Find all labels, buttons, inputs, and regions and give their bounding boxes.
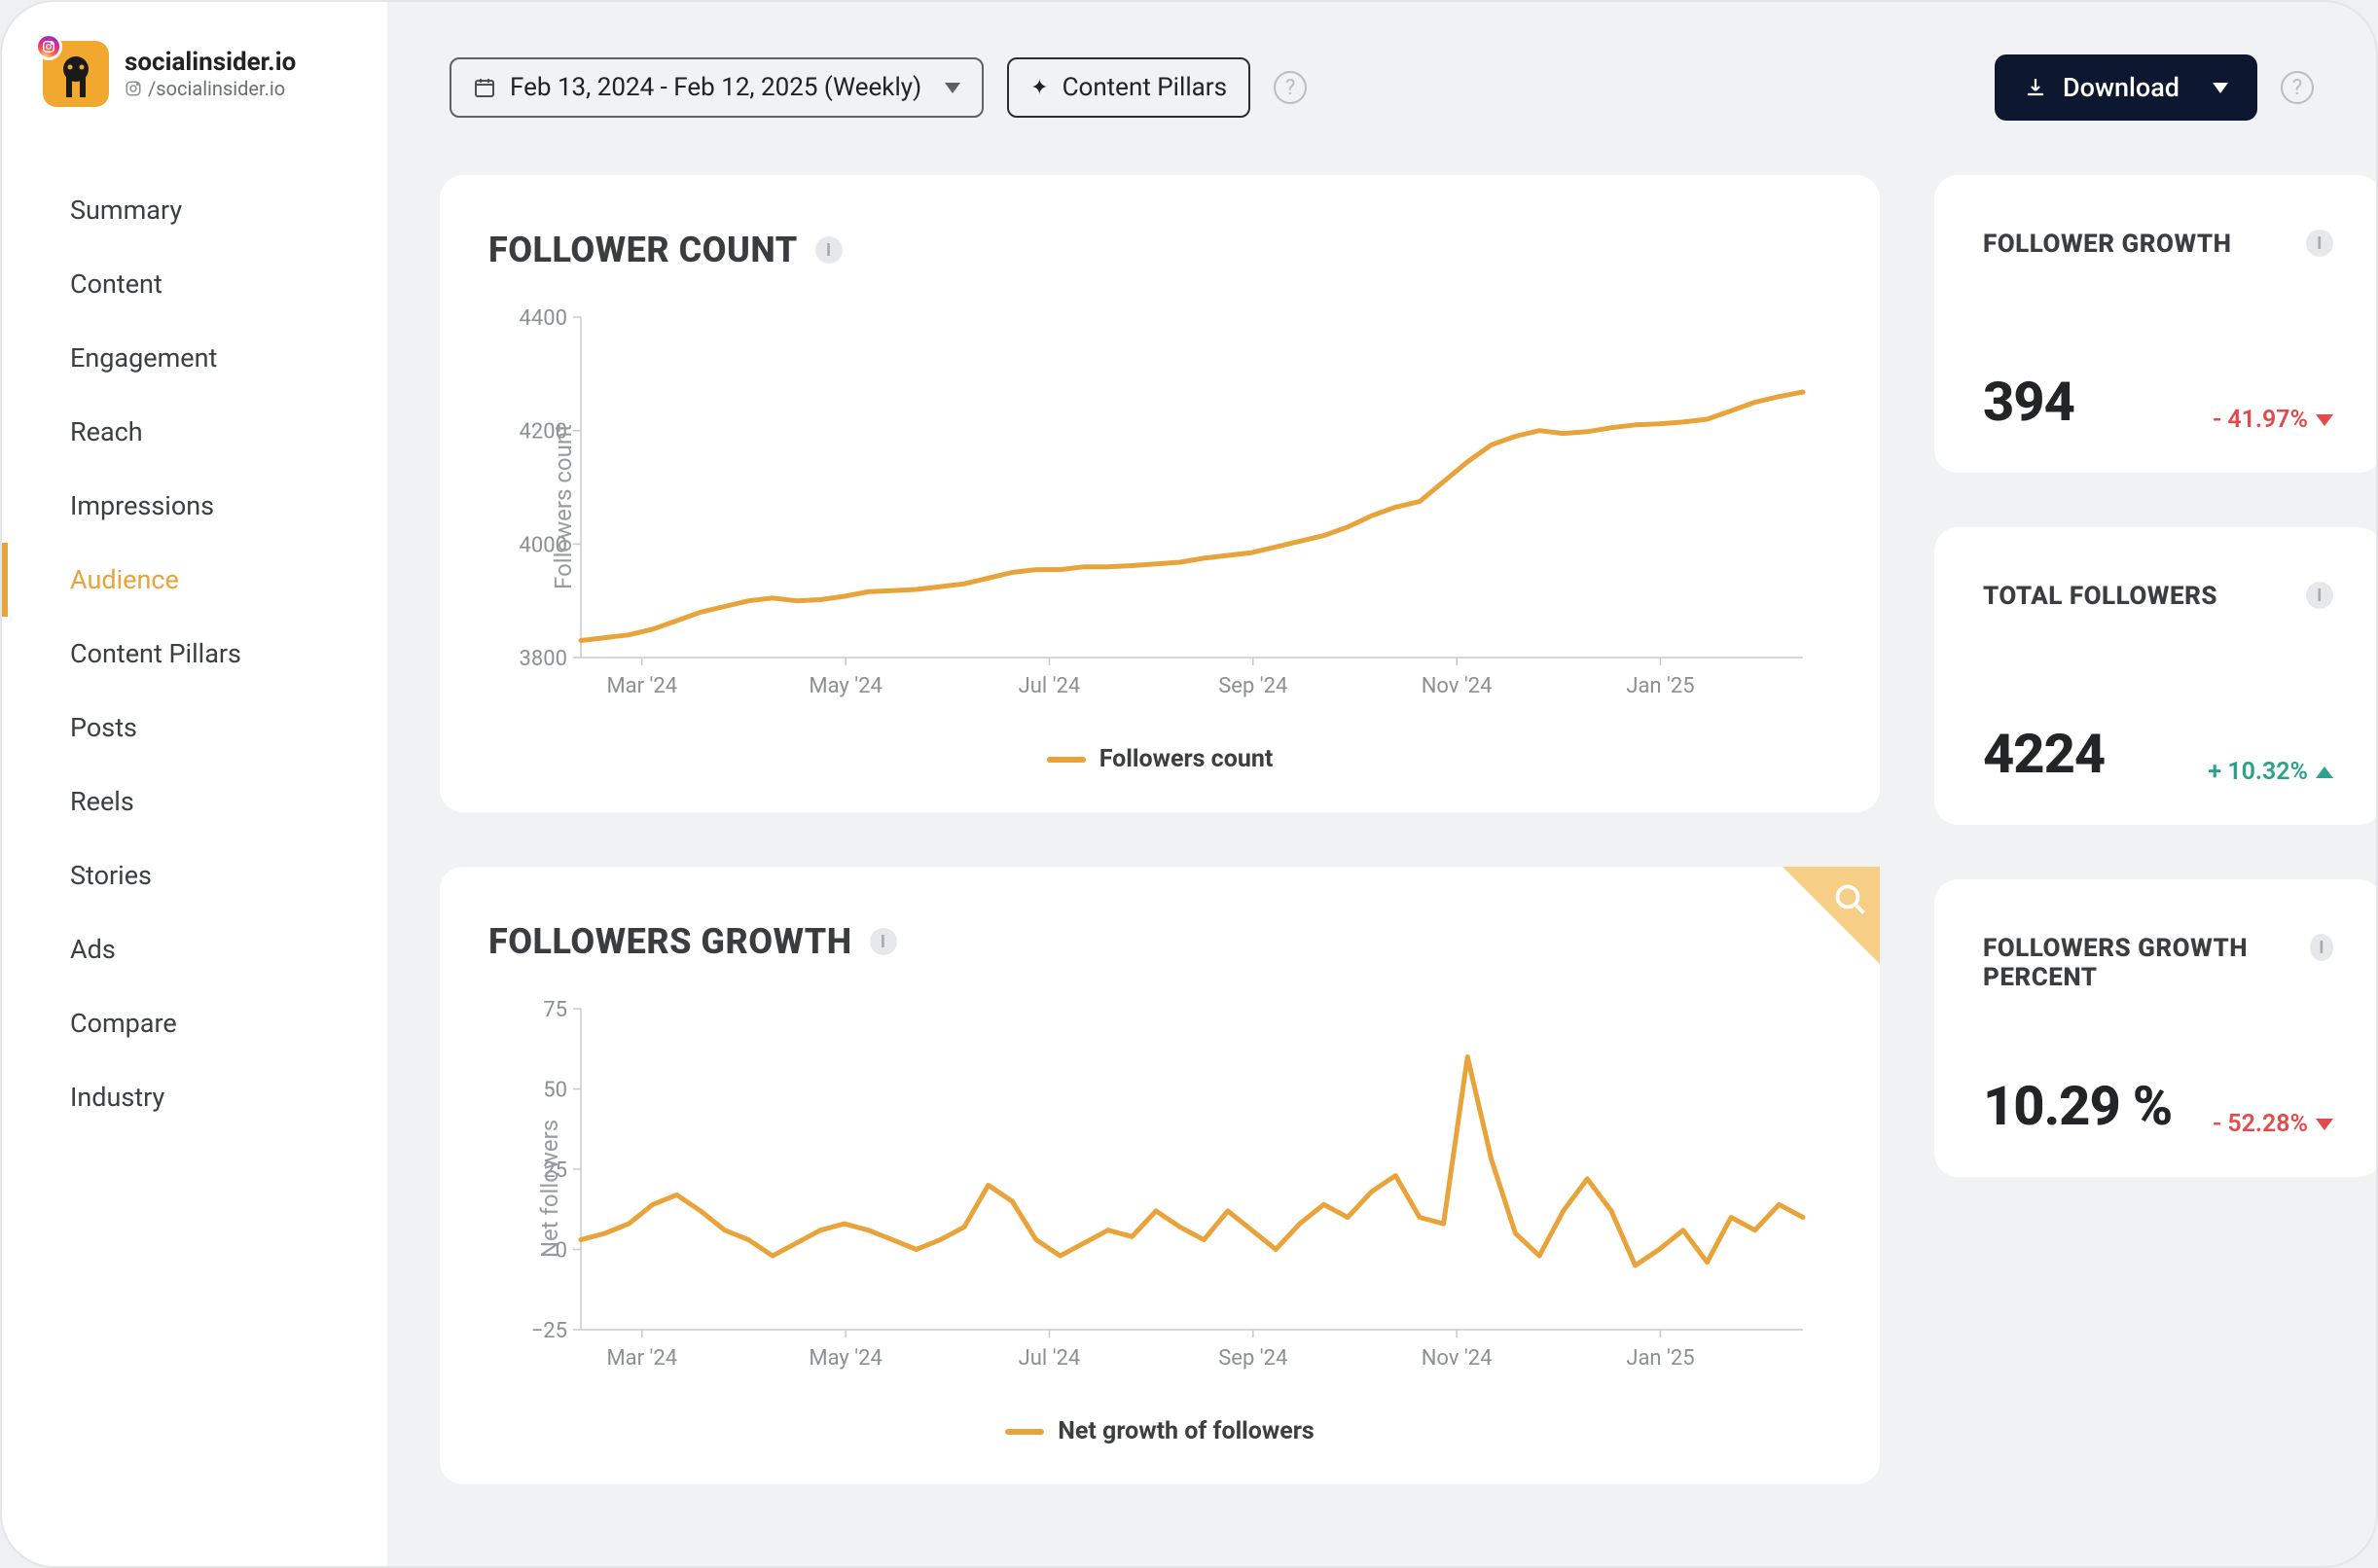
sidebar-item-compare[interactable]: Compare — [2, 986, 387, 1060]
chevron-down-icon — [2213, 83, 2228, 93]
date-range-text: Feb 13, 2024 - Feb 12, 2025 (Weekly) — [510, 73, 921, 102]
svg-text:May '24: May '24 — [809, 1346, 882, 1371]
kpi-delta: + 10.32% — [2208, 758, 2333, 786]
brand-glyph-icon — [54, 56, 98, 101]
nav: SummaryContentEngagementReachImpressions… — [2, 146, 387, 1161]
y-axis-label: Followers count — [550, 424, 577, 589]
sidebar-item-engagement[interactable]: Engagement — [2, 321, 387, 395]
svg-text:Jan '25: Jan '25 — [1626, 1346, 1694, 1371]
panel-title: FOLLOWER COUNT i — [488, 230, 1831, 270]
caret-down-icon — [2316, 414, 2333, 426]
kpi-card: TOTAL FOLLOWERSi 4224 + 10.32% — [1934, 527, 2376, 825]
instagram-icon — [35, 33, 62, 60]
caret-up-icon — [2316, 766, 2333, 778]
panel-title-text: FOLLOWER COUNT — [488, 230, 798, 270]
sidebar-item-posts[interactable]: Posts — [2, 691, 387, 765]
sidebar-item-ads[interactable]: Ads — [2, 912, 387, 986]
kpi-title: FOLLOWERS GROWTH PERCENTi — [1983, 934, 2333, 1004]
info-icon[interactable]: i — [870, 928, 897, 955]
instagram-small-icon — [125, 80, 142, 97]
svg-text:Jul '24: Jul '24 — [1019, 1346, 1081, 1371]
brand-handle: /socialinsider.io — [125, 77, 296, 100]
topbar: Feb 13, 2024 - Feb 12, 2025 (Weekly) ✦ C… — [387, 2, 2376, 148]
panel-title: FOLLOWERS GROWTH i — [488, 921, 1831, 962]
svg-text:50: 50 — [543, 1079, 567, 1103]
app-shell: socialinsider.io /socialinsider.io Summa… — [0, 0, 2378, 1568]
sidebar: socialinsider.io /socialinsider.io Summa… — [2, 2, 387, 1566]
sidebar-item-stories[interactable]: Stories — [2, 838, 387, 912]
content-grid: FOLLOWER COUNT i Followers count 3800400… — [387, 148, 2376, 1484]
kpi-value: 10.29 % — [1983, 1074, 2172, 1138]
brand-row: socialinsider.io /socialinsider.io — [2, 41, 387, 146]
sidebar-item-industry[interactable]: Industry — [2, 1060, 387, 1134]
follower-count-chart: Followers count 3800400042004400Mar '24M… — [488, 298, 1831, 716]
legend-line-icon — [1005, 1429, 1044, 1435]
svg-text:Sep '24: Sep '24 — [1218, 1346, 1287, 1371]
follower-count-panel: FOLLOWER COUNT i Followers count 3800400… — [440, 175, 1880, 812]
main: Feb 13, 2024 - Feb 12, 2025 (Weekly) ✦ C… — [387, 2, 2376, 1566]
legend-label: Followers count — [1099, 745, 1274, 773]
help-icon[interactable]: ? — [1274, 71, 1307, 104]
svg-text:−25: −25 — [531, 1319, 567, 1343]
kpi-column: FOLLOWER GROWTHi 394 - 41.97% TOTAL FOLLOWE… — [1934, 175, 2376, 1484]
y-axis-label: Net followers — [536, 1120, 563, 1258]
chevron-down-icon — [945, 83, 960, 93]
svg-text:Mar '24: Mar '24 — [606, 674, 677, 698]
help-icon[interactable]: ? — [2281, 71, 2314, 104]
panel-title-text: FOLLOWERS GROWTH — [488, 921, 852, 962]
svg-text:4400: 4400 — [520, 306, 567, 331]
sidebar-item-impressions[interactable]: Impressions — [2, 469, 387, 543]
date-range-picker[interactable]: Feb 13, 2024 - Feb 12, 2025 (Weekly) — [450, 57, 984, 118]
download-icon — [2024, 76, 2047, 99]
svg-text:Nov '24: Nov '24 — [1422, 1346, 1493, 1371]
info-icon[interactable]: i — [2306, 230, 2333, 257]
legend-line-icon — [1047, 757, 1086, 763]
sparkle-icon: ✦ — [1030, 76, 1048, 100]
followers-growth-chart: Net followers −250255075Mar '24May '24Ju… — [488, 989, 1831, 1388]
legend: Followers count — [488, 745, 1831, 773]
download-button[interactable]: Download — [1995, 54, 2257, 121]
svg-text:Sep '24: Sep '24 — [1218, 674, 1287, 698]
download-label: Download — [2063, 72, 2180, 103]
search-icon — [1833, 882, 1868, 917]
sidebar-item-content[interactable]: Content — [2, 247, 387, 321]
caret-down-icon — [2316, 1119, 2333, 1130]
kpi-delta: - 41.97% — [2213, 406, 2333, 434]
kpi-value: 394 — [1983, 370, 2074, 434]
legend: Net growth of followers — [488, 1417, 1831, 1445]
svg-text:Mar '24: Mar '24 — [606, 1346, 677, 1371]
brand-logo — [43, 41, 109, 107]
kpi-title: FOLLOWER GROWTHi — [1983, 230, 2333, 300]
info-icon[interactable]: i — [2306, 582, 2333, 609]
brand-name: socialinsider.io — [125, 48, 296, 77]
zoom-corner[interactable] — [1783, 867, 1880, 964]
kpi-card: FOLLOWER GROWTHi 394 - 41.97% — [1934, 175, 2376, 473]
calendar-icon — [473, 76, 496, 99]
svg-text:Jul '24: Jul '24 — [1019, 674, 1081, 698]
info-icon[interactable]: i — [2310, 934, 2333, 961]
sidebar-item-summary[interactable]: Summary — [2, 173, 387, 247]
kpi-value: 4224 — [1983, 722, 2105, 786]
sidebar-item-content-pillars[interactable]: Content Pillars — [2, 617, 387, 691]
kpi-card: FOLLOWERS GROWTH PERCENTi 10.29 % - 52.28% — [1934, 879, 2376, 1177]
content-pillars-label: Content Pillars — [1063, 73, 1227, 102]
legend-label: Net growth of followers — [1058, 1417, 1315, 1445]
sidebar-item-audience[interactable]: Audience — [2, 543, 387, 617]
followers-growth-panel: FOLLOWERS GROWTH i Net followers −250255… — [440, 867, 1880, 1484]
svg-text:May '24: May '24 — [809, 674, 882, 698]
svg-text:3800: 3800 — [520, 647, 567, 671]
charts-column: FOLLOWER COUNT i Followers count 3800400… — [440, 175, 1880, 1484]
kpi-delta: - 52.28% — [2213, 1110, 2333, 1138]
brand-handle-text: /socialinsider.io — [148, 77, 285, 100]
sidebar-item-reach[interactable]: Reach — [2, 395, 387, 469]
svg-text:75: 75 — [543, 998, 567, 1022]
kpi-title: TOTAL FOLLOWERSi — [1983, 582, 2333, 652]
svg-text:Nov '24: Nov '24 — [1422, 674, 1493, 698]
info-icon[interactable]: i — [815, 236, 843, 264]
svg-text:Jan '25: Jan '25 — [1626, 674, 1694, 698]
sidebar-item-reels[interactable]: Reels — [2, 765, 387, 838]
content-pillars-button[interactable]: ✦ Content Pillars — [1007, 57, 1250, 118]
